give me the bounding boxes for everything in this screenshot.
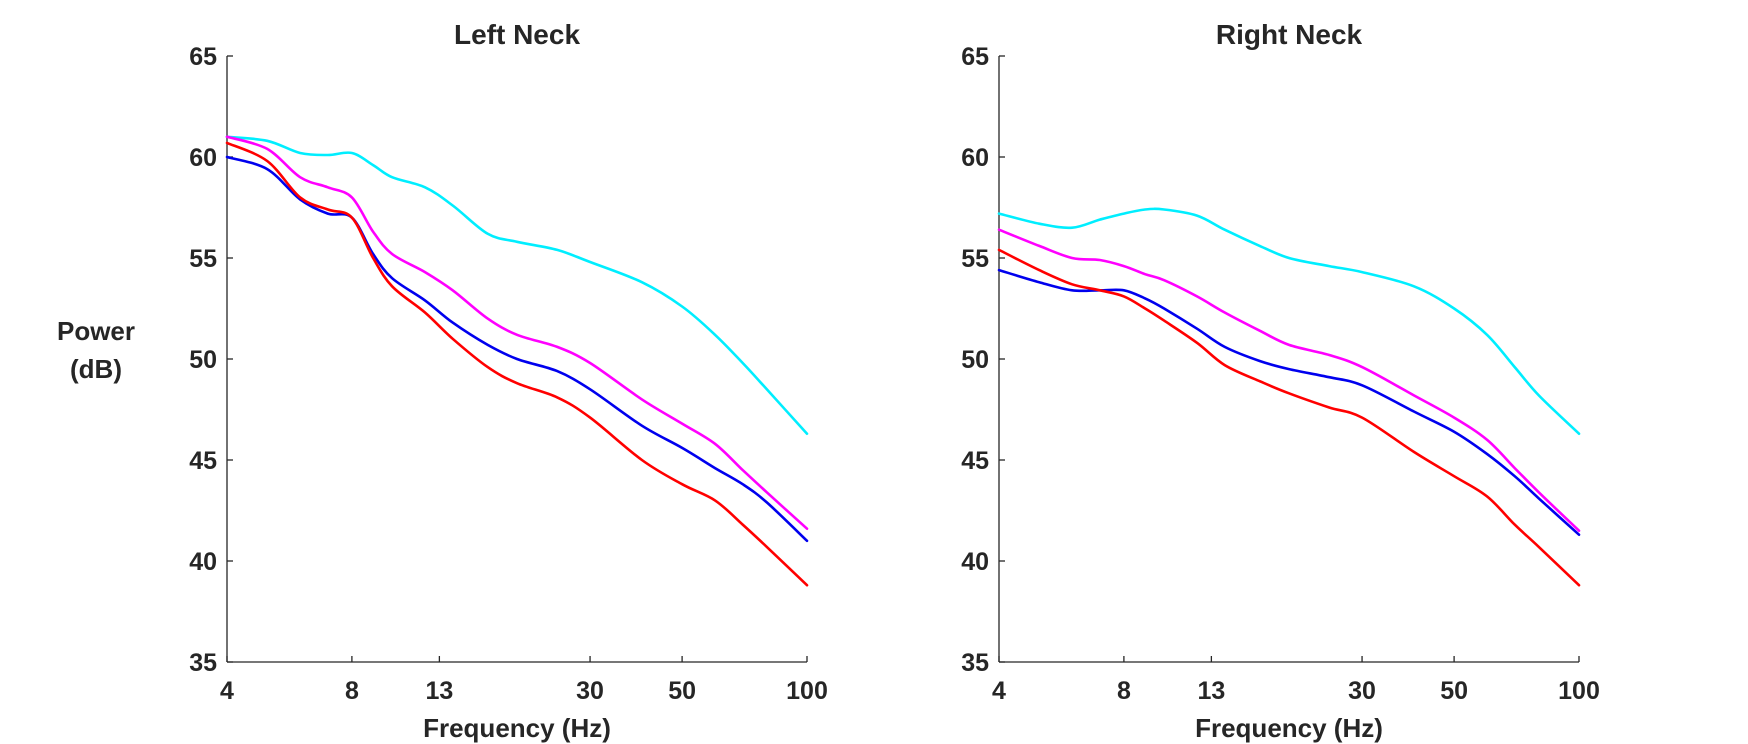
left-neck-x-tick-label: 50 [668, 677, 696, 705]
left-neck-x-tick-label: 100 [786, 677, 828, 705]
right-neck-y-tick-label: 35 [961, 649, 989, 677]
right-neck-x-tick-label: 8 [1117, 677, 1131, 705]
y-axis-label-line-2: (dB) [70, 354, 122, 384]
right-neck-y-tick-label: 65 [961, 43, 989, 71]
left-neck-x-axis-label: Frequency (Hz) [423, 713, 611, 743]
right-neck-y-tick-label: 50 [961, 346, 989, 374]
left-neck-y-tick-label: 50 [189, 346, 217, 374]
right-neck-y-tick-label: 60 [961, 144, 989, 172]
right-neck-series-magenta-line [997, 228, 1581, 532]
right-neck-series-red-line [997, 248, 1581, 587]
right-neck-y-tick-label: 40 [961, 548, 989, 576]
left-neck-series-red-line [225, 141, 809, 587]
left-neck-panel: Left Neck 35 40 45 50 55 60 65 4 8 13 30 50 100 Freque… [189, 19, 828, 743]
right-neck-y-tick-label: 45 [961, 447, 989, 475]
right-neck-x-axis-label: Frequency (Hz) [1195, 713, 1383, 743]
left-neck-y-tick-label: 45 [189, 447, 217, 475]
right-neck-x-tick-label: 4 [992, 677, 1006, 705]
left-neck-x-tick-label: 8 [345, 677, 359, 705]
left-neck-series-magenta-line [225, 135, 809, 530]
left-neck-y-tick-label: 40 [189, 548, 217, 576]
right-neck-x-tick-label: 50 [1440, 677, 1468, 705]
left-neck-x-tick-label: 30 [576, 677, 604, 705]
left-neck-y-tick-label: 65 [189, 43, 217, 71]
right-neck-x-tick-label: 100 [1558, 677, 1600, 705]
left-neck-title: Left Neck [454, 19, 580, 50]
right-neck-series-cyan-line [997, 207, 1581, 435]
right-neck-panel: Right Neck 35 40 45 50 55 60 65 4 8 13 30 50 100 Frequ… [961, 19, 1600, 743]
right-neck-y-tick-label: 55 [961, 245, 989, 273]
y-axis-label: Power (dB) [57, 316, 135, 384]
right-neck-x-tick-label: 30 [1348, 677, 1376, 705]
left-neck-x-tick-label: 4 [220, 677, 234, 705]
right-neck-title: Right Neck [1216, 19, 1363, 50]
right-neck-series-blue-line [997, 268, 1581, 536]
left-neck-y-tick-label: 60 [189, 144, 217, 172]
left-neck-y-tick-label: 55 [189, 245, 217, 273]
left-neck-series-cyan-line [225, 135, 809, 435]
left-neck-x-tick-label: 13 [425, 677, 453, 705]
right-neck-x-tick-label: 13 [1197, 677, 1225, 705]
y-axis-label-line-1: Power [57, 316, 135, 346]
left-neck-y-tick-label: 35 [189, 649, 217, 677]
left-neck-series-blue-line [225, 155, 809, 543]
